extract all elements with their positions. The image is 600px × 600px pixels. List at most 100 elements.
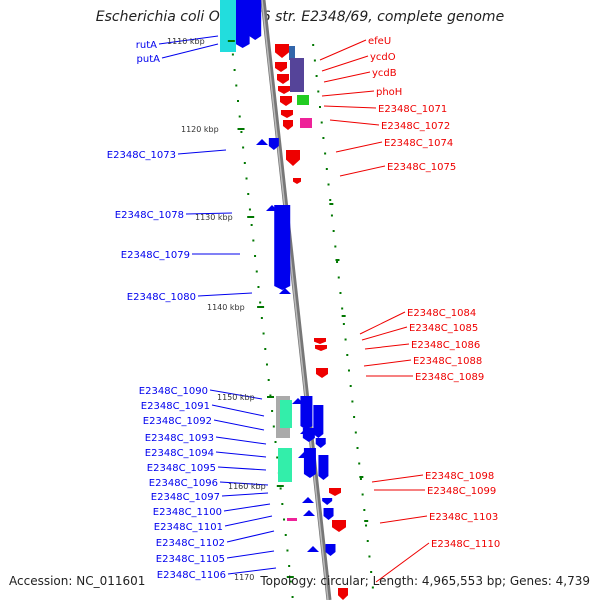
reverse-gene — [280, 96, 292, 106]
reverse-gene-label: E2348C_1085 — [409, 323, 478, 334]
forward-gene-label: E2348C_1100 — [153, 507, 222, 518]
forward-gene-label: E2348C_1094 — [145, 448, 214, 459]
guide-dot — [342, 323, 345, 325]
label-leader — [158, 35, 219, 45]
scale-tick-label: 1150 kbp — [217, 393, 255, 402]
label-leader — [217, 466, 267, 471]
reverse-gene-label: E2348C_1088 — [413, 356, 482, 367]
guide-dot — [312, 44, 315, 46]
feature-block — [290, 58, 304, 92]
guide-dot — [281, 503, 284, 505]
scale-ticks: 1110 kbp 1120 kbp 1130 kbp 1140 kbp 1150 kbp… — [167, 37, 294, 582]
label-leader — [321, 90, 375, 97]
guide-dot — [262, 332, 265, 335]
scale-tick-label: 1170 — [234, 573, 254, 582]
forward-gene-head — [235, 44, 250, 48]
guide-dot — [327, 183, 330, 186]
label-leader — [364, 343, 410, 350]
scale-tick-mark — [257, 306, 265, 308]
label-leader — [211, 404, 265, 417]
reverse-gene — [293, 178, 301, 184]
guide-dot — [349, 385, 352, 387]
guide-dot — [238, 115, 241, 118]
forward-gene-label: E2348C_1090 — [139, 386, 208, 397]
forward-gene — [300, 396, 313, 426]
label-leader — [323, 105, 377, 109]
forward-gene — [303, 448, 316, 474]
label-leader — [224, 515, 273, 527]
guide-dash — [364, 520, 369, 522]
guide-dot — [269, 394, 272, 397]
label-leader — [177, 149, 227, 155]
guide-dot — [317, 90, 320, 93]
forward-arrow — [303, 510, 315, 516]
feature-block — [278, 448, 292, 482]
guide-dot — [330, 214, 333, 217]
forward-gene-head — [323, 516, 334, 520]
forward-gene-head — [318, 476, 329, 480]
forward-gene — [315, 438, 326, 444]
guide-dot — [368, 555, 371, 558]
label-leader — [227, 567, 277, 575]
gene-features — [220, 0, 348, 600]
guide-dot — [235, 84, 238, 87]
guide-dot — [255, 270, 258, 273]
guide-dot — [247, 193, 250, 195]
reverse-gene — [314, 338, 326, 344]
reverse-gene — [275, 44, 289, 58]
guide-dot — [337, 276, 340, 279]
guide-dot — [365, 524, 368, 527]
guide-dot — [325, 168, 328, 170]
reverse-gene — [329, 488, 341, 496]
guide-dot — [339, 292, 342, 294]
guide-dot — [264, 348, 267, 350]
forward-gene — [268, 138, 279, 146]
forward-gene-label: E2348C_1101 — [154, 522, 223, 533]
feature-block — [289, 46, 295, 60]
label-leader — [323, 71, 371, 83]
forward-gene-head — [313, 434, 324, 438]
reverse-gene-label: E2348C_1103 — [429, 512, 498, 523]
label-leader — [321, 55, 369, 72]
guide-dot — [347, 369, 350, 372]
guide-dot — [315, 75, 318, 77]
reverse-gene — [278, 86, 290, 94]
forward-gene-label: putA — [137, 54, 161, 65]
label-leader — [379, 515, 428, 524]
guide-dot — [250, 224, 253, 226]
forward-gene-head — [315, 444, 326, 448]
guide-dot — [370, 571, 373, 573]
forward-gene-head — [302, 438, 315, 442]
scale-tick-label: 1110 kbp — [167, 37, 205, 46]
guide-dot — [233, 69, 236, 71]
scale-tick-mark — [237, 128, 245, 130]
reverse-gene-label: E2348C_1072 — [381, 121, 450, 132]
guide-dot — [353, 416, 356, 418]
reverse-gene-label: E2348C_1110 — [431, 539, 500, 550]
label-leader — [335, 141, 383, 153]
reverse-gene — [281, 110, 293, 118]
forward-arrow — [279, 288, 291, 294]
label-leader — [226, 530, 275, 543]
forward-gene-label: E2348C_1092 — [143, 416, 212, 427]
forward-gene — [249, 0, 262, 36]
reverse-gene-label: E2348C_1084 — [407, 308, 476, 319]
guide-dot — [358, 462, 361, 465]
forward-gene-label: E2348C_1079 — [121, 250, 190, 261]
guide-dot — [341, 307, 344, 310]
reverse-gene-label: E2348C_1098 — [425, 471, 494, 482]
guide-dot — [237, 100, 239, 102]
guide-dot — [245, 177, 248, 180]
guide-dot — [272, 425, 275, 428]
reverse-gene-label: phoH — [376, 87, 402, 98]
forward-arrow — [298, 452, 310, 458]
forward-gene — [323, 508, 334, 516]
label-leader — [363, 359, 412, 367]
forward-gene — [313, 405, 324, 434]
scale-tick-label: 1160 kbp — [228, 482, 266, 491]
label-leader — [215, 436, 267, 445]
scale-tick-mark — [247, 216, 255, 218]
forward-gene-head — [303, 474, 316, 478]
reverse-gene — [338, 588, 348, 600]
forward-gene-head — [325, 552, 336, 556]
